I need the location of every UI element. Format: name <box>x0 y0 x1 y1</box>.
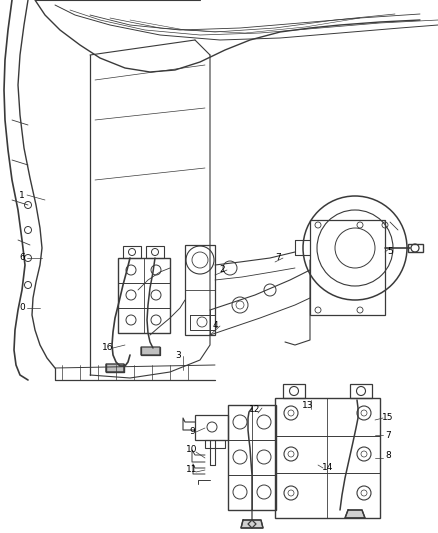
Bar <box>283 384 305 398</box>
Text: 15: 15 <box>382 414 394 423</box>
Text: 11: 11 <box>186 465 198 474</box>
Text: 0: 0 <box>19 303 25 312</box>
Text: 10: 10 <box>186 446 198 455</box>
Bar <box>123 246 141 258</box>
Bar <box>408 244 423 252</box>
Polygon shape <box>241 520 263 528</box>
Bar <box>350 384 372 398</box>
Bar <box>275 398 380 518</box>
Bar <box>195 415 228 440</box>
Text: 13: 13 <box>302 401 314 410</box>
Bar <box>205 440 225 448</box>
Bar <box>185 245 215 335</box>
Text: 7: 7 <box>275 254 281 262</box>
Bar <box>228 405 276 510</box>
Text: 14: 14 <box>322 464 334 472</box>
Text: 5: 5 <box>387 247 393 256</box>
Text: 7: 7 <box>385 431 391 440</box>
Text: 6: 6 <box>19 254 25 262</box>
Bar <box>146 246 164 258</box>
Text: 3: 3 <box>175 351 181 360</box>
Text: 16: 16 <box>102 343 114 352</box>
Text: 1: 1 <box>19 190 25 199</box>
Text: 4: 4 <box>212 321 218 330</box>
Text: 12: 12 <box>249 406 261 415</box>
Bar <box>310 220 385 315</box>
Text: 9: 9 <box>189 427 195 437</box>
FancyBboxPatch shape <box>106 364 124 372</box>
FancyBboxPatch shape <box>141 347 160 355</box>
Text: 8: 8 <box>385 451 391 461</box>
Bar <box>118 258 170 333</box>
Polygon shape <box>345 510 365 518</box>
Text: 2: 2 <box>219 265 225 274</box>
